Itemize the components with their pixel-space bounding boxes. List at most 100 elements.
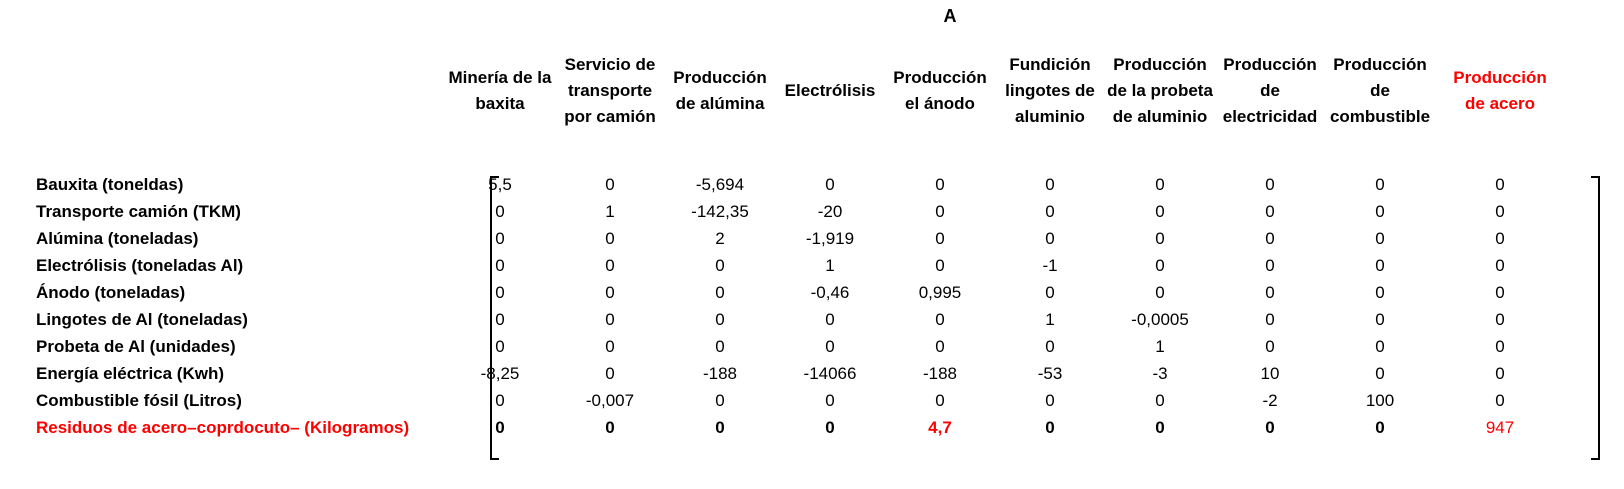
matrix-cell-r4-c4: 1 xyxy=(825,256,835,275)
matrix-cell-r10-c4: 0 xyxy=(825,418,835,437)
matrix-cell-r1-c2: 0 xyxy=(605,175,615,194)
matrix-cell-r6-c10: 0 xyxy=(1495,310,1505,329)
row-label-8: Energía eléctrica (Kwh) xyxy=(36,364,225,383)
matrix-cell-r7-c5: 0 xyxy=(935,337,945,356)
matrix-cell-r4-c5: 0 xyxy=(935,256,945,275)
column-header-3: Producción de alúmina xyxy=(673,68,767,113)
matrix-cell-r4-c6: -1 xyxy=(1042,256,1058,275)
matrix-cell-r7-c1: 0 xyxy=(495,337,505,356)
matrix-cell-r8-c4: -14066 xyxy=(803,364,857,383)
matrix-cell-r2-c7: 0 xyxy=(1155,202,1165,221)
column-header-7: Producción de la probeta de aluminio xyxy=(1107,55,1213,126)
matrix-cell-r6-c2: 0 xyxy=(605,310,615,329)
matrix-cell-r4-c8: 0 xyxy=(1265,256,1275,275)
matrix-cell-r9-c7: 0 xyxy=(1155,391,1165,410)
matrix-cell-r2-c1: 0 xyxy=(495,202,505,221)
matrix-cell-r2-c9: 0 xyxy=(1375,202,1385,221)
row-label-5: Ánodo (toneladas) xyxy=(36,283,186,302)
matrix-cell-r8-c7: -3 xyxy=(1152,364,1168,383)
row-label-9: Combustible fósil (Litros) xyxy=(36,391,242,410)
matrix-cell-r7-c9: 0 xyxy=(1375,337,1385,356)
matrix-cell-r3-c7: 0 xyxy=(1155,229,1165,248)
matrix-cell-r3-c6: 0 xyxy=(1045,229,1055,248)
matrix-cell-r3-c1: 0 xyxy=(495,229,505,248)
matrix-cell-r3-c3: 2 xyxy=(715,229,725,248)
matrix-cell-r5-c7: 0 xyxy=(1155,283,1165,302)
matrix-cell-r9-c1: 0 xyxy=(495,391,505,410)
matrix-cell-r6-c5: 0 xyxy=(935,310,945,329)
column-header-8: Producción de electricidad xyxy=(1222,55,1318,126)
row-label-2: Transporte camión (TKM) xyxy=(36,202,241,221)
matrix-cell-r10-c5: 4,7 xyxy=(928,418,952,437)
matrix-left-bracket xyxy=(490,176,499,460)
matrix-right-bracket xyxy=(1591,176,1600,460)
matrix-cell-r4-c1: 0 xyxy=(495,256,505,275)
matrix-cell-r10-c2: 0 xyxy=(605,418,615,437)
matrix-cell-r9-c8: -2 xyxy=(1262,391,1278,410)
matrix-cell-r2-c6: 0 xyxy=(1045,202,1055,221)
matrix-cell-r8-c10: 0 xyxy=(1495,364,1505,383)
matrix-cell-r4-c9: 0 xyxy=(1375,256,1385,275)
matrix-cell-r10-c3: 0 xyxy=(715,418,725,437)
matrix-cell-r6-c3: 0 xyxy=(715,310,725,329)
matrix-cell-r1-c4: 0 xyxy=(825,175,835,194)
matrix-cell-r9-c10: 0 xyxy=(1495,391,1505,410)
row-label-1: Bauxita (toneldas) xyxy=(36,175,184,194)
matrix-cell-r9-c2: -0,007 xyxy=(585,391,635,410)
matrix-cell-r7-c8: 0 xyxy=(1265,337,1275,356)
matrix-cell-r3-c8: 0 xyxy=(1265,229,1275,248)
matrix-cell-r9-c3: 0 xyxy=(715,391,725,410)
matrix-cell-r5-c10: 0 xyxy=(1495,283,1505,302)
matrix-cell-r2-c10: 0 xyxy=(1495,202,1505,221)
matrix-cell-r3-c5: 0 xyxy=(935,229,945,248)
column-header-6: Fundición lingotes de aluminio xyxy=(1005,55,1095,126)
matrix-cell-r9-c5: 0 xyxy=(935,391,945,410)
column-header-9: Producción de combustible xyxy=(1329,55,1431,126)
matrix-cell-r7-c3: 0 xyxy=(715,337,725,356)
matrix-cell-r1-c5: 0 xyxy=(935,175,945,194)
matrix-cell-r8-c8: 10 xyxy=(1260,364,1280,383)
column-header-2: Servicio de transporte por camión xyxy=(564,55,656,126)
matrix-cell-r1-c9: 0 xyxy=(1375,175,1385,194)
matrix-cell-r6-c6: 1 xyxy=(1045,310,1055,329)
matrix-cell-r9-c4: 0 xyxy=(825,391,835,410)
matrix-cell-r1-c8: 0 xyxy=(1265,175,1275,194)
matrix-cell-r4-c7: 0 xyxy=(1155,256,1165,275)
matrix-title: A xyxy=(943,6,957,26)
matrix-cell-r4-c2: 0 xyxy=(605,256,615,275)
row-label-6: Lingotes de Al (toneladas) xyxy=(36,310,248,329)
matrix-cell-r2-c5: 0 xyxy=(935,202,945,221)
matrix-cell-r1-c7: 0 xyxy=(1155,175,1165,194)
matrix-cell-r4-c3: 0 xyxy=(715,256,725,275)
matrix-cell-r6-c9: 0 xyxy=(1375,310,1385,329)
column-header-5: Producción el ánodo xyxy=(893,68,987,113)
matrix-cell-r10-c6: 0 xyxy=(1045,418,1055,437)
row-label-3: Alúmina (toneladas) xyxy=(36,229,199,248)
matrix-cell-r5-c4: -0,46 xyxy=(810,283,850,302)
matrix-cell-r5-c1: 0 xyxy=(495,283,505,302)
matrix-cell-r5-c3: 0 xyxy=(715,283,725,302)
matrix-cell-r3-c4: -1,919 xyxy=(805,229,855,248)
matrix-cell-r7-c10: 0 xyxy=(1495,337,1505,356)
matrix-cell-r5-c8: 0 xyxy=(1265,283,1275,302)
matrix-cell-r7-c7: 1 xyxy=(1155,337,1165,356)
matrix-cell-r8-c5: -188 xyxy=(922,364,958,383)
matrix-cell-r8-c6: -53 xyxy=(1037,364,1063,383)
matrix-cell-r5-c2: 0 xyxy=(605,283,615,302)
matrix-cell-r10-c10: 947 xyxy=(1485,418,1515,437)
row-label-4: Electrólisis (toneladas Al) xyxy=(36,256,244,275)
matrix-cell-r1-c10: 0 xyxy=(1495,175,1505,194)
matrix-cell-r8-c1: -8,25 xyxy=(480,364,520,383)
matrix-cell-r5-c9: 0 xyxy=(1375,283,1385,302)
matrix-cell-r4-c10: 0 xyxy=(1495,256,1505,275)
column-header-10: Producción de acero xyxy=(1453,68,1547,113)
matrix-cell-r6-c4: 0 xyxy=(825,310,835,329)
matrix-cell-r7-c2: 0 xyxy=(605,337,615,356)
row-label-7: Probeta de Al (unidades) xyxy=(36,337,236,356)
row-label-10: Residuos de acero–coprdocuto– (Kilogramo… xyxy=(36,418,410,437)
matrix-cell-r10-c7: 0 xyxy=(1155,418,1165,437)
matrix-cell-r10-c8: 0 xyxy=(1265,418,1275,437)
matrix-cell-r6-c8: 0 xyxy=(1265,310,1275,329)
column-header-1: Minería de la baxita xyxy=(448,68,552,113)
matrix-cell-r8-c2: 0 xyxy=(605,364,615,383)
